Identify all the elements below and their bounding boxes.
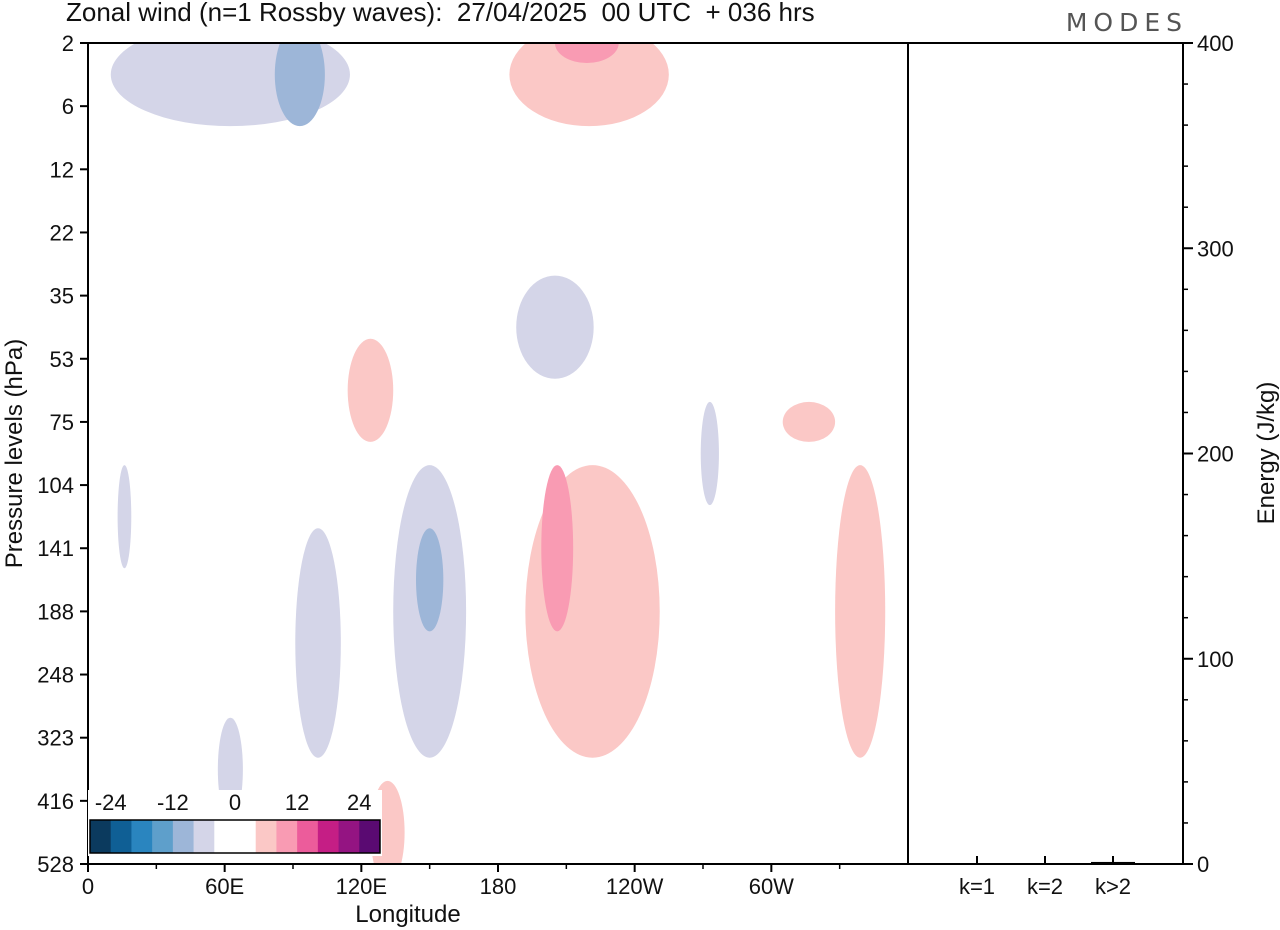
colorbar-label: 24 bbox=[347, 790, 371, 815]
contour-region-negative-weak bbox=[516, 275, 594, 379]
y-tick-label: 6 bbox=[62, 94, 74, 119]
x-tick-label: 60E bbox=[205, 874, 244, 899]
colorbar-label: 12 bbox=[285, 790, 309, 815]
colorbar-swatch bbox=[172, 820, 195, 853]
energy-category-label: k=2 bbox=[1027, 874, 1063, 899]
contour-region-negative-weak bbox=[700, 401, 719, 506]
y-tick-label: 22 bbox=[50, 220, 74, 245]
colorbar-swatch bbox=[193, 820, 215, 853]
colorbar-swatch bbox=[297, 820, 319, 853]
colorbar-swatch bbox=[317, 820, 340, 853]
energy-axis-label: Energy (J/kg) bbox=[1253, 382, 1280, 525]
contour-frame bbox=[87, 42, 909, 865]
y-axis-label: Pressure levels (hPa) bbox=[1, 339, 28, 568]
contour-region-negative-moderate bbox=[274, 43, 325, 127]
colorbar-swatch bbox=[338, 820, 360, 853]
colorbar-frame bbox=[89, 819, 381, 854]
chart-title: Zonal wind (n=1 Rossby waves): 27/04/202… bbox=[66, 0, 815, 27]
energy-category-label: k=1 bbox=[959, 874, 995, 899]
y-tick-label: 12 bbox=[50, 157, 74, 182]
contour-region-positive-moderate bbox=[554, 43, 619, 63]
x-axis-label: Longitude bbox=[355, 901, 460, 928]
contour-region-positive-weak bbox=[509, 43, 669, 127]
x-tick-label: 0 bbox=[82, 874, 94, 899]
colorbar-swatch bbox=[131, 820, 153, 853]
colorbar-label: 0 bbox=[229, 790, 241, 815]
y-tick-label: 35 bbox=[50, 284, 74, 309]
colorbar-swatch bbox=[255, 820, 277, 853]
y-tick-label: 104 bbox=[37, 473, 74, 498]
colorbar-swatch bbox=[276, 820, 298, 853]
energy-tick-label: 0 bbox=[1197, 852, 1209, 877]
contour-region-positive-moderate bbox=[541, 465, 574, 632]
x-tick-label: 60W bbox=[749, 874, 794, 899]
contour-region-negative-moderate bbox=[416, 528, 444, 632]
colorbar-swatch bbox=[110, 820, 132, 853]
x-tick-label: 180 bbox=[480, 874, 517, 899]
y-tick-label: 323 bbox=[37, 726, 74, 751]
energy-tick-label: 400 bbox=[1197, 31, 1234, 56]
contour-field bbox=[110, 43, 886, 864]
colorbar-swatch bbox=[214, 820, 236, 853]
colorbar-label: -12 bbox=[157, 790, 189, 815]
contour-region-negative-weak bbox=[295, 528, 341, 758]
energy-tick-label: 200 bbox=[1197, 442, 1234, 467]
y-tick-label: 416 bbox=[37, 789, 74, 814]
colorbar-swatch bbox=[90, 820, 112, 853]
colorbar-swatch bbox=[359, 820, 381, 853]
x-tick-label: 120E bbox=[336, 874, 387, 899]
y-tick-label: 188 bbox=[37, 599, 74, 624]
contour-region-positive-weak bbox=[347, 338, 394, 442]
modes-logo: MODES bbox=[1065, 8, 1188, 37]
contour-region-negative-weak bbox=[117, 465, 132, 569]
energy-tick-label: 100 bbox=[1197, 647, 1234, 672]
y-tick-label: 141 bbox=[37, 536, 74, 561]
contour-region-positive-weak bbox=[782, 401, 836, 442]
colorbar-swatch bbox=[235, 820, 257, 853]
y-tick-label: 75 bbox=[50, 410, 74, 435]
colorbar-swatch bbox=[152, 820, 174, 853]
colorbar-label: -24 bbox=[95, 790, 127, 815]
y-tick-label: 528 bbox=[37, 852, 74, 877]
y-tick-label: 248 bbox=[37, 663, 74, 688]
colorbar: -24 -12 0 12 24 bbox=[88, 790, 382, 856]
x-tick-label: 120W bbox=[606, 874, 664, 899]
contour-region-positive-weak bbox=[835, 465, 886, 758]
energy-axes: 0 100 200 300 400 Energy (J/kg) k=1 k=2 k>2 bbox=[908, 31, 1280, 899]
y-tick-label: 53 bbox=[50, 347, 74, 372]
y-tick-label: 2 bbox=[62, 31, 74, 56]
energy-bar bbox=[1091, 861, 1135, 864]
energy-tick-label: 300 bbox=[1197, 236, 1234, 261]
energy-category-label: k>2 bbox=[1095, 874, 1131, 899]
